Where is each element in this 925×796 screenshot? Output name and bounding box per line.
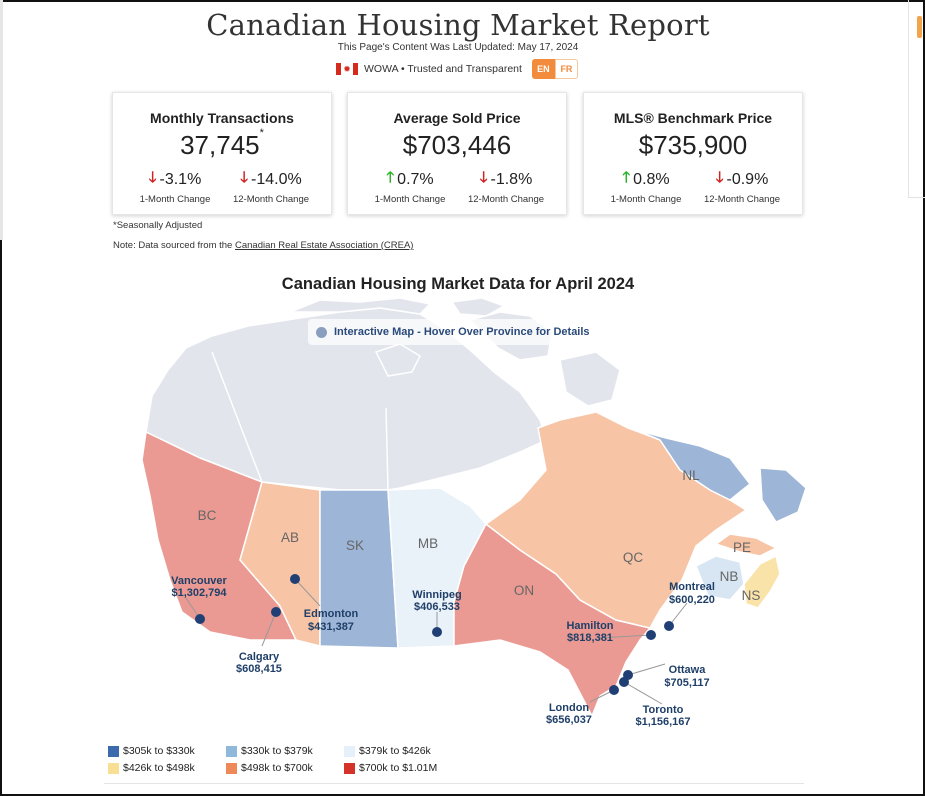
- city-name: Edmonton: [304, 608, 359, 620]
- change-arrow-icon: 🡑: [622, 169, 631, 186]
- card-average-sold-price: Average Sold Price $703,446 🡑 0.7% 1-Mont…: [347, 92, 567, 215]
- city-price: $406,533: [414, 601, 460, 613]
- map-hint: Interactive Map - Hover Over Province fo…: [308, 319, 600, 345]
- change-arrow-icon: 🡓: [479, 169, 488, 186]
- baffin-island: [559, 351, 621, 407]
- city-marker-edmonton[interactable]: [290, 574, 300, 584]
- divider: [104, 783, 804, 784]
- legend-item: $330k to $379k: [226, 745, 344, 757]
- card-value: $703,446: [402, 130, 512, 160]
- card-title: Monthly Transactions: [150, 110, 294, 126]
- price-legend: $305k to $330k $330k to $379k $379k to $…: [108, 745, 464, 774]
- city-price: $1,156,167: [635, 716, 690, 728]
- province-label: MB: [418, 536, 438, 551]
- city-name: Ottawa: [669, 664, 707, 676]
- brand-row: ✹ WOWA • Trusted and Transparent EN FR: [336, 58, 578, 80]
- legend-item: $426k to $498k: [108, 762, 226, 774]
- legend-item: $305k to $330k: [108, 745, 226, 757]
- legend-item: $379k to $426k: [344, 745, 464, 757]
- city-marker-winnipeg[interactable]: [432, 627, 442, 637]
- city-price: $705,117: [664, 677, 709, 689]
- last-updated: This Page's Content Was Last Updated: Ma…: [337, 42, 579, 53]
- province-label: BC: [198, 508, 217, 523]
- language-switch: EN FR: [531, 59, 578, 79]
- city-price: $600,220: [669, 594, 715, 606]
- city-marker-vancouver[interactable]: [195, 614, 205, 624]
- card-value: $735,900: [638, 130, 748, 160]
- change-arrow-icon: 🡓: [715, 169, 724, 186]
- left-edge-shadow: [0, 0, 3, 240]
- card-value: 37,745*: [180, 127, 264, 160]
- city-name: London: [549, 702, 590, 714]
- city-name: Winnipeg: [412, 589, 461, 601]
- card-title: Average Sold Price: [393, 110, 521, 126]
- crea-link[interactable]: Canadian Real Estate Association (CREA): [234, 240, 414, 251]
- province-label: PE: [733, 540, 751, 555]
- seasonal-note: *Seasonally Adjusted: [113, 220, 203, 231]
- change-1-month: 🡑 0.8% 1-Month Change: [610, 169, 682, 205]
- lang-fr-button[interactable]: FR: [554, 59, 578, 79]
- city-price: $818,381: [567, 632, 613, 644]
- city-name: Calgary: [239, 651, 280, 663]
- city-name: Toronto: [643, 704, 684, 716]
- city-price: $608,415: [236, 663, 282, 675]
- change-arrow-icon: 🡓: [148, 169, 157, 186]
- brand-text: WOWA • Trusted and Transparent: [364, 63, 522, 75]
- arctic-islands-south: [289, 298, 432, 315]
- province-label: NS: [742, 588, 761, 603]
- city-name: Vancouver: [171, 575, 227, 587]
- side-panel-accent: [917, 16, 922, 38]
- change-arrow-icon: 🡑: [386, 169, 395, 186]
- victoria-island: [374, 343, 421, 377]
- city-marker-london[interactable]: [609, 685, 619, 695]
- province-label: NB: [720, 569, 739, 584]
- city-marker-toronto[interactable]: [619, 677, 629, 687]
- province-label: ON: [514, 583, 534, 598]
- city-price: $1,302,794: [171, 587, 227, 599]
- change-12-month: 🡓 -0.9% 12-Month Change: [703, 169, 781, 205]
- card-mls-benchmark-price: MLS® Benchmark Price $735,900 🡑 0.8% 1-Mo…: [583, 92, 803, 215]
- info-dot-icon: [316, 326, 327, 338]
- legend-item: $700k to $1.01M: [344, 762, 464, 774]
- change-1-month: 🡓 -3.1% 1-Month Change: [139, 169, 211, 205]
- city-name: Montreal: [669, 581, 715, 593]
- canada-flag-icon: ✹: [336, 63, 358, 75]
- canada-map: BC AB SK MB ON QC NL PE NB NS Vancouver: [141, 298, 807, 728]
- change-12-month: 🡓 -14.0% 12-Month Change: [232, 169, 310, 205]
- city-marker-hamilton[interactable]: [646, 630, 656, 640]
- province-ns[interactable]: [743, 554, 781, 609]
- city-name: Hamilton: [566, 620, 613, 632]
- city-marker-calgary[interactable]: [271, 607, 281, 617]
- change-arrow-icon: 🡓: [240, 169, 249, 186]
- source-note: Note: Data sourced from the Canadian Rea…: [113, 240, 414, 251]
- province-label: QC: [623, 550, 644, 565]
- change-1-month: 🡑 0.7% 1-Month Change: [374, 169, 446, 205]
- province-label: SK: [346, 538, 364, 553]
- province-label: AB: [281, 530, 299, 545]
- seasonal-marker: *: [259, 127, 264, 140]
- province-label: NL: [682, 468, 700, 483]
- leader-lines: [185, 578, 688, 705]
- change-12-month: 🡓 -1.8% 12-Month Change: [467, 169, 545, 205]
- city-marker-montreal[interactable]: [664, 621, 674, 631]
- side-panel: [908, 0, 925, 198]
- map-section-title: Canadian Housing Market Data for April 2…: [281, 275, 635, 293]
- city-price: $431,387: [308, 621, 354, 633]
- card-title: MLS® Benchmark Price: [613, 110, 773, 126]
- card-monthly-transactions: Monthly Transactions 37,745* 🡓 -3.1% 1-Mo…: [112, 92, 332, 215]
- city-markers: [195, 574, 674, 695]
- province-nl[interactable]: [635, 429, 807, 523]
- province-pe[interactable]: [714, 533, 778, 557]
- page-title: Canadian Housing Market Report: [206, 8, 710, 42]
- legend-item: $498k to $700k: [226, 762, 344, 774]
- arctic-island: [450, 298, 506, 317]
- city-price: $656,037: [546, 714, 592, 726]
- lang-en-button[interactable]: EN: [531, 59, 555, 79]
